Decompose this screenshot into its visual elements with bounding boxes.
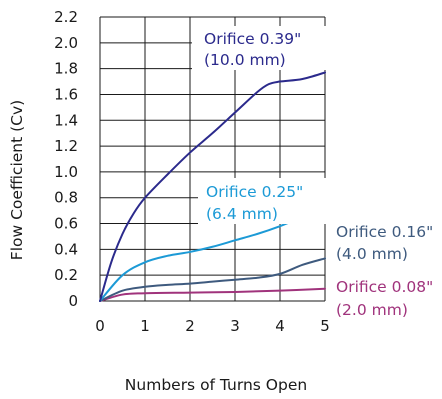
y-tick-label: 1.2 <box>54 137 78 155</box>
y-tick-label: 0.2 <box>54 266 78 284</box>
x-tick-label: 0 <box>95 317 105 335</box>
x-tick-label: 1 <box>140 317 150 335</box>
y-tick-label: 2.0 <box>54 34 78 52</box>
y-axis-title: Flow Coefficient (Cv) <box>8 100 26 260</box>
y-tick-label: 1.8 <box>54 60 78 78</box>
x-tick-label: 3 <box>230 317 240 335</box>
series-label-0-25-line2: (6.4 mm) <box>206 205 278 223</box>
series-line-s008 <box>99 287 326 302</box>
series-label-0-08-line2: (2.0 mm) <box>336 301 408 319</box>
x-axis-title: Numbers of Turns Open <box>125 376 307 394</box>
x-tick-label: 4 <box>275 317 285 335</box>
series-line-s039 <box>99 71 326 302</box>
series-label-0-08-line1: Orifice 0.08" <box>336 278 433 296</box>
series-line-s016 <box>99 257 326 302</box>
y-tick-label: 1.0 <box>54 163 78 181</box>
series-label-0-16-line2: (4.0 mm) <box>336 245 408 263</box>
y-tick-label: 0.8 <box>54 189 78 207</box>
series-label-0-39-line1: Orifice 0.39" <box>204 30 301 48</box>
series-label-0-25: Orifice 0.25" (6.4 mm) <box>198 178 326 224</box>
series-label-0-39: Orifice 0.39" (10.0 mm) <box>192 26 328 70</box>
y-tick-label: 2.2 <box>54 8 78 26</box>
series-label-0-25-line1: Orifice 0.25" <box>206 183 303 201</box>
series-label-0-16-line1: Orifice 0.16" <box>336 223 433 241</box>
series-label-0-39-line2: (10.0 mm) <box>204 51 286 69</box>
y-tick-label: 1.4 <box>54 111 78 129</box>
y-tick-label: 0.4 <box>54 240 78 258</box>
y-tick-label: 0 <box>68 292 78 310</box>
x-tick-label: 5 <box>320 317 330 335</box>
y-tick-labels: 0 0.2 0.4 0.6 0.8 1.0 1.2 1.4 1.6 1.8 2.0 2.2 <box>54 8 78 310</box>
plot-grid <box>99 16 326 302</box>
x-tick-label: 2 <box>185 317 195 335</box>
x-tick-labels: 0 1 2 3 4 5 <box>95 317 330 335</box>
y-tick-label: 1.6 <box>54 85 78 103</box>
y-tick-label: 0.6 <box>54 215 78 233</box>
